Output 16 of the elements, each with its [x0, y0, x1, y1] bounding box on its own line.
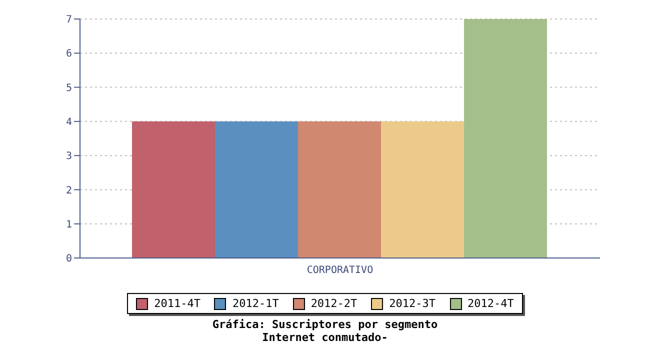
legend-label: 2012-1T: [232, 297, 279, 310]
x-tick-label: CORPORATIVO: [306, 265, 374, 276]
y-tick-label: 7: [66, 14, 72, 26]
y-tick-label: 4: [66, 116, 72, 128]
legend-label: 2012-2T: [310, 297, 358, 310]
y-tick-label: 0: [66, 254, 72, 265]
legend-label: 2012-3T: [389, 297, 436, 310]
y-tick-label: 2: [66, 185, 72, 196]
y-tick-label: 6: [66, 48, 72, 60]
y-tick-label: 3: [66, 151, 72, 162]
legend-label: 2012-4T: [468, 297, 514, 310]
text: Gráfica: Suscriptores por segmento: [211, 318, 439, 331]
y-tick-label: 5: [66, 82, 72, 94]
y-tick-label: 1: [66, 219, 72, 230]
text: Internet conmutado-: [261, 331, 389, 344]
legend-label: 2011-4T: [154, 297, 200, 310]
